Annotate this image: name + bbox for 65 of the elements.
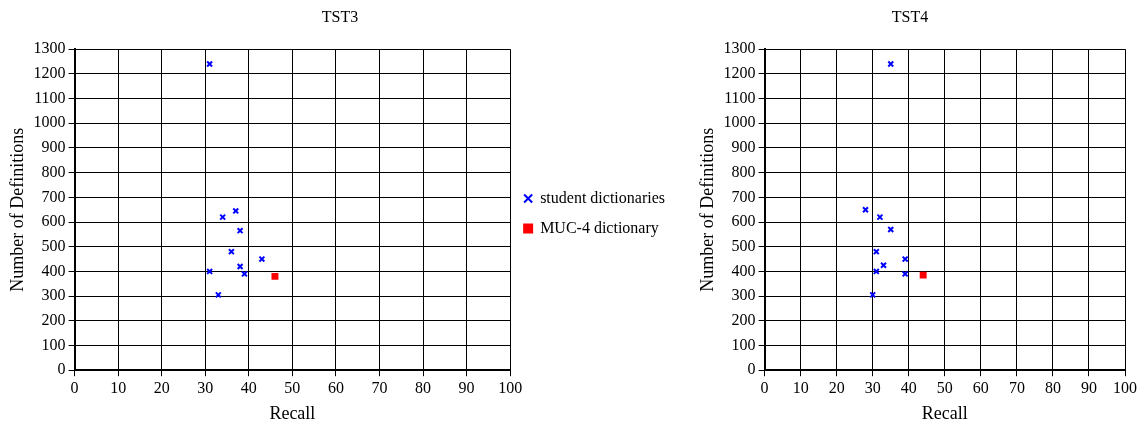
x-tick-label: 100 [498,379,523,396]
y-tick-label: 700 [41,187,66,205]
y-tick-label: 1200 [33,64,66,82]
x-tick-label: 0 [760,379,769,396]
chart-title: TST4 [891,7,929,25]
y-tick-label: 900 [41,138,66,156]
x-tick-label: 50 [936,379,953,396]
y-tick-label: 1000 [723,113,756,131]
x-tick-label: 50 [284,379,301,396]
y-tick-label: 1000 [33,113,66,131]
y-tick-label: 900 [731,138,756,156]
y-tick-label: 400 [41,261,66,279]
y-tick-label: 600 [41,212,66,230]
y-tick-label: 1200 [723,64,756,82]
y-axis-title: Number of Definitions [696,127,717,292]
x-tick-label: 30 [197,379,214,396]
x-tick-label: 40 [900,379,917,396]
x-tick-label: 10 [110,379,127,396]
y-tick-label: 800 [731,162,756,180]
y-tick-label: 0 [747,360,756,378]
point [919,271,927,279]
point [901,255,909,263]
y-tick-label: 600 [731,212,756,230]
x-axis-title: Recall [921,402,968,423]
y-tick-label: 100 [731,335,756,353]
y-tick-label: 200 [731,311,756,329]
x-tick-label: 100 [1113,379,1137,396]
y-tick-label: 1300 [33,39,66,57]
point [206,60,214,68]
y-tick-label: 700 [731,187,756,205]
x-tick-label: 90 [1080,379,1097,396]
y-tick-label: 0 [57,360,66,378]
x-tick-label: 40 [240,379,257,396]
x-tick-label: 10 [792,379,809,396]
y-axis-title: Number of Definitions [6,127,27,292]
y-tick-label: 500 [41,236,66,254]
y-tick-label: 100 [41,335,66,353]
point [271,272,279,280]
x-tick-label: 20 [153,379,170,396]
x-tick-label: 60 [972,379,989,396]
y-tick-label: 300 [41,286,66,304]
point [887,60,895,68]
x-tick-label: 80 [415,379,432,396]
x-tick-label: 0 [70,379,79,396]
y-tick-label: 1100 [724,88,756,106]
x-tick-label: 70 [1008,379,1025,396]
y-tick-label: 1300 [723,39,756,57]
x-tick-label: 20 [828,379,845,396]
y-tick-label: 200 [41,311,66,329]
legend-label: student dictionaries [540,188,665,206]
point [232,207,240,215]
y-tick-label: 400 [731,261,756,279]
chart-title: TST3 [321,7,359,25]
point [869,291,877,299]
x-tick-label: 30 [864,379,881,396]
x-tick-label: 90 [458,379,475,396]
y-tick-label: 1100 [34,88,66,106]
y-tick-label: 300 [731,286,756,304]
y-tick-label: 500 [731,236,756,254]
x-tick-label: 80 [1044,379,1061,396]
x-tick-label: 60 [327,379,344,396]
x-tick-label: 70 [371,379,388,396]
x-axis-title: Recall [269,402,316,423]
legend-label: MUC-4 dictionary [540,218,659,237]
y-tick-label: 800 [41,162,66,180]
